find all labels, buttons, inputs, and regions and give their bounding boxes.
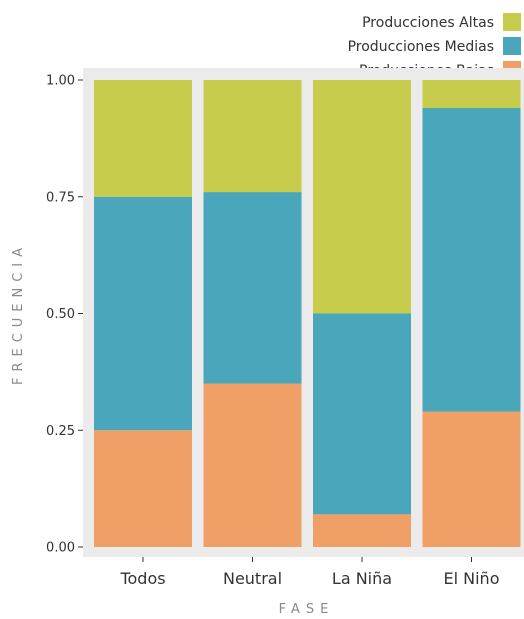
x-tick-label: Neutral xyxy=(223,569,282,588)
legend-label: Producciones Medias xyxy=(348,39,494,55)
bar-segment-producciones-altas xyxy=(203,80,302,193)
bar-segment-producciones-medias xyxy=(94,196,192,431)
legend-item: Producciones Altas xyxy=(362,13,521,31)
bar-stack-1 xyxy=(203,80,302,547)
x-tick-label: El Niño xyxy=(444,569,500,588)
y-tick-label: 0.50 xyxy=(46,307,75,322)
bar-stack-2 xyxy=(313,80,411,547)
bar-segment-producciones-bajas xyxy=(203,383,302,547)
x-axis-title: FASE xyxy=(279,602,335,617)
bar-segment-producciones-bajas xyxy=(313,514,411,547)
bar-stack-0 xyxy=(94,80,192,547)
y-axis: 0.00 0.25 0.50 0.75 1.00 xyxy=(46,74,83,556)
bar-segment-producciones-medias xyxy=(422,108,521,412)
legend-swatch xyxy=(503,13,521,31)
bar-segment-producciones-bajas xyxy=(94,430,192,547)
y-tick-label: 1.00 xyxy=(46,74,75,89)
bar-segment-producciones-altas xyxy=(313,80,411,314)
y-axis-title: FRECUENCIA xyxy=(11,242,26,385)
y-tick-label: 0.75 xyxy=(46,190,75,205)
bar-stacks xyxy=(94,80,521,547)
legend-item: Producciones Medias xyxy=(348,37,521,55)
legend-swatch xyxy=(503,37,521,55)
bar-stack-3 xyxy=(422,80,521,547)
bar-segment-producciones-altas xyxy=(422,80,521,109)
bar-segment-producciones-bajas xyxy=(422,411,521,547)
x-axis: Todos Neutral La Niña El Niño xyxy=(119,557,499,588)
bar-segment-producciones-medias xyxy=(313,313,411,515)
x-tick-label: Todos xyxy=(119,569,165,588)
legend-label: Producciones Altas xyxy=(362,15,494,31)
bar-segment-producciones-medias xyxy=(203,192,302,384)
y-tick-label: 0.00 xyxy=(46,541,75,556)
x-tick-label: La Niña xyxy=(332,569,392,588)
y-tick-label: 0.25 xyxy=(46,424,75,439)
bar-segment-producciones-altas xyxy=(94,80,192,197)
